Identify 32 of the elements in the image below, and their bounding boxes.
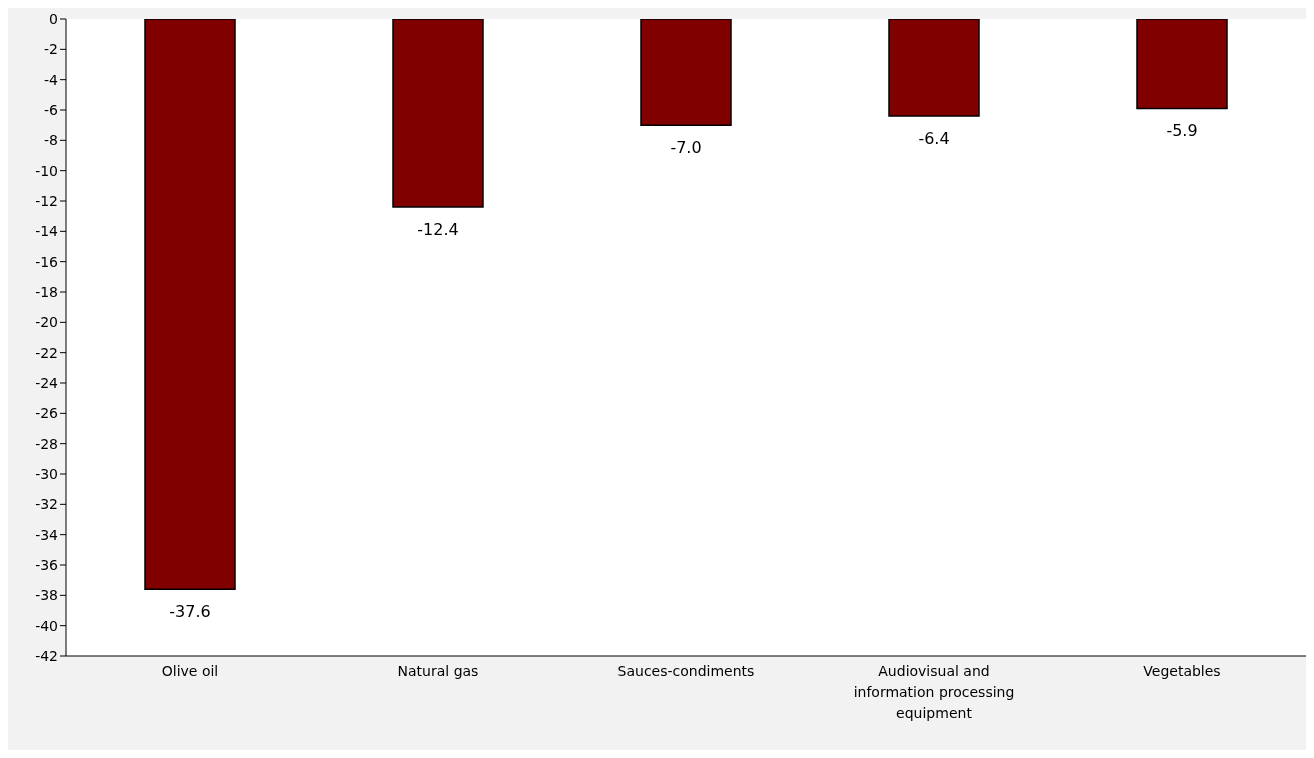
y-tick-label: -10 xyxy=(35,162,58,179)
data-label: -12.4 xyxy=(417,220,459,240)
y-tick-label: 0 xyxy=(49,10,58,27)
data-label: -37.6 xyxy=(169,602,211,622)
y-tick-label: -36 xyxy=(35,556,59,573)
x-tick-label: Vegetables xyxy=(1143,663,1221,679)
y-tick-label: -32 xyxy=(35,496,58,513)
data-label: -5.9 xyxy=(1166,121,1198,141)
y-tick-label: -40 xyxy=(35,617,58,634)
y-tick-label: -28 xyxy=(35,435,58,452)
x-tick-label: Sauces-condiments xyxy=(617,663,755,679)
data-label: -6.4 xyxy=(918,129,950,149)
y-tick-label: -16 xyxy=(35,253,59,270)
y-tick-label: -42 xyxy=(35,647,58,664)
y-tick-label: -24 xyxy=(35,374,59,391)
y-tick-label: -12 xyxy=(35,192,58,209)
y-tick-label: -4 xyxy=(44,71,59,88)
y-tick-label: -38 xyxy=(35,587,58,604)
y-tick-label: -18 xyxy=(35,283,58,300)
y-tick-label: -14 xyxy=(35,223,59,240)
x-tick-label: Audiovisual and information processing equipment xyxy=(853,663,1015,721)
x-tick-label: Natural gas xyxy=(397,663,479,679)
y-tick-label: -34 xyxy=(35,526,59,543)
y-tick-label: -22 xyxy=(35,344,58,361)
y-tick-label: -8 xyxy=(44,132,58,149)
y-tick-label: -30 xyxy=(35,465,58,482)
y-tick-label: -2 xyxy=(44,41,58,58)
data-label: -7.0 xyxy=(670,138,702,158)
y-tick-label: -6 xyxy=(44,101,59,118)
y-tick-label: -20 xyxy=(35,314,58,331)
y-tick-label: -26 xyxy=(35,405,59,422)
x-tick-label: Olive oil xyxy=(161,663,219,679)
